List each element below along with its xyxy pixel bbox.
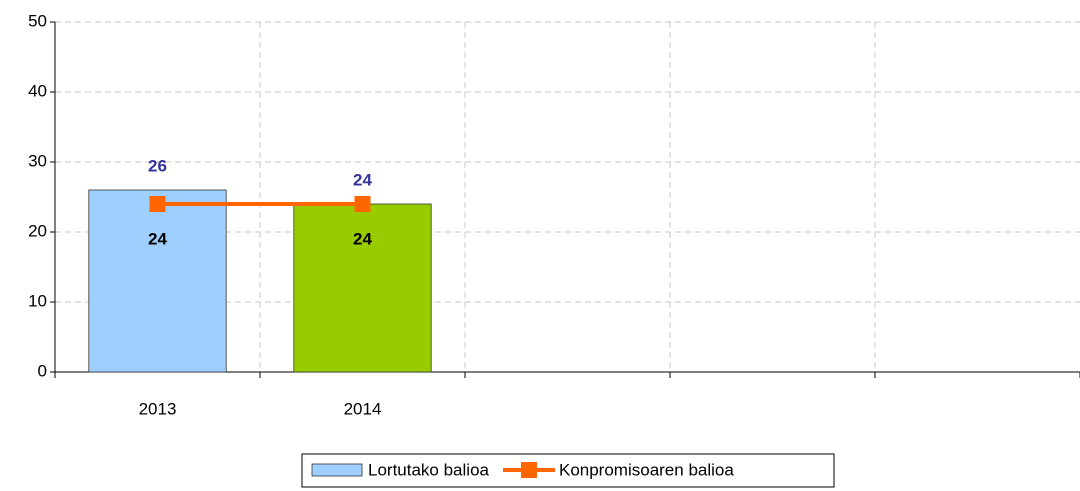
legend-swatch [311, 463, 363, 477]
bar [88, 189, 227, 373]
y-tick-label: 50 [28, 11, 47, 30]
x-tick-label: 2013 [139, 399, 177, 418]
y-tick-label: 0 [38, 361, 47, 380]
y-tick-label: 10 [28, 291, 47, 310]
line-value-label: 24 [353, 229, 372, 248]
bar-value-label: 26 [148, 156, 167, 175]
y-tick-label: 40 [28, 81, 47, 100]
line-marker [149, 196, 166, 212]
legend-marker [520, 462, 537, 478]
legend-label: Lortutako balioa [368, 460, 490, 479]
line-value-label: 24 [148, 229, 167, 248]
legend-box [301, 453, 835, 488]
x-tick-label: 2014 [344, 399, 382, 418]
legend-label: Konpromisoaren balioa [559, 460, 734, 479]
bar-value-label: 24 [353, 170, 372, 189]
y-tick-label: 20 [28, 221, 47, 240]
y-tick-label: 30 [28, 151, 47, 170]
line-marker [354, 196, 371, 212]
bar [293, 203, 432, 373]
